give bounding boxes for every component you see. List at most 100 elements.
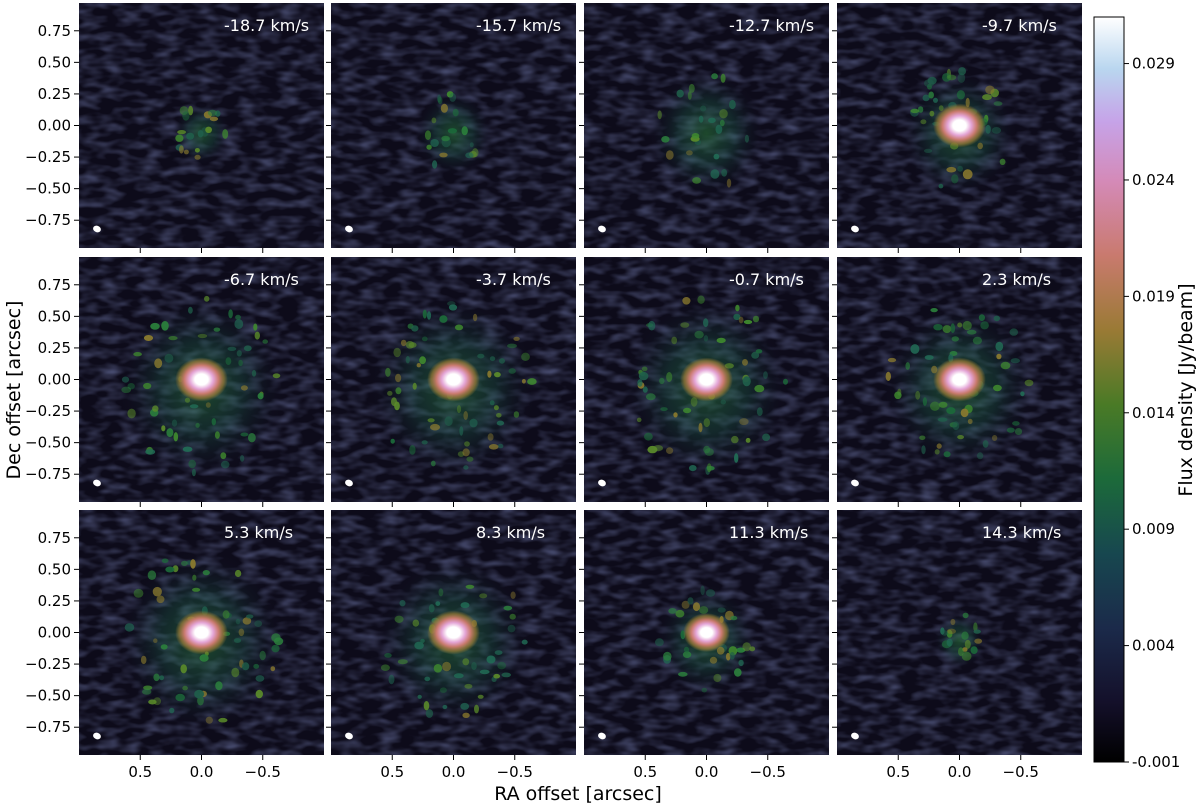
emission-clump: [982, 94, 992, 101]
beam-ellipse: [345, 732, 353, 740]
emission-clump: [127, 383, 135, 390]
emission-clump: [657, 110, 662, 120]
emission-clump: [194, 154, 201, 160]
emission-clump: [708, 117, 716, 124]
emission-clump: [462, 448, 470, 457]
y-tick-label: −0.25: [25, 402, 71, 420]
emission-clump: [421, 440, 428, 445]
emission-clump: [431, 117, 437, 124]
channel-panel: -18.7 km/s 0.75 0.50 0.25 0.00 −0.25 −0.50 −0.7…: [25, 3, 324, 253]
emission-clump: [173, 432, 179, 442]
y-tick-label: 0.25: [38, 85, 71, 103]
emission-clump: [950, 323, 956, 334]
emission-clump: [960, 408, 969, 418]
emission-clump: [239, 455, 245, 462]
emission-clump: [933, 324, 943, 331]
emission-clump: [426, 311, 432, 320]
emission-clump: [985, 124, 991, 134]
emission-clump: [205, 716, 213, 724]
emission-clump: [439, 315, 448, 323]
emission-clump: [448, 304, 458, 311]
emission-clump: [430, 423, 440, 431]
emission-clump: [234, 319, 244, 329]
emission-clump: [694, 330, 704, 339]
emission-clump: [952, 421, 960, 431]
emission-clump: [437, 96, 443, 105]
emission-clump: [160, 644, 168, 650]
emission-clump: [711, 73, 718, 80]
emission-clump: [752, 315, 760, 323]
beam-ellipse: [851, 225, 859, 233]
emission-clump: [739, 418, 749, 426]
emission-clump: [390, 438, 395, 444]
emission-clump: [938, 401, 948, 408]
emission-clump: [143, 335, 154, 341]
emission-clump: [253, 663, 260, 669]
colorbar-tick-label: 0.019: [1132, 287, 1175, 305]
emission-clump: [703, 445, 711, 454]
beam-ellipse: [93, 479, 101, 487]
emission-halo: [933, 612, 986, 669]
beam-ellipse: [851, 732, 859, 740]
beam-ellipse: [93, 225, 101, 233]
emission-clump: [440, 103, 448, 113]
emission-clump: [666, 447, 674, 454]
emission-clump: [459, 426, 464, 436]
emission-clump: [453, 673, 464, 679]
emission-clump: [698, 422, 703, 433]
emission-clump: [744, 134, 750, 143]
emission-clump: [121, 376, 130, 383]
velocity-label: -18.7 km/s: [224, 16, 309, 35]
emission-clump: [507, 624, 516, 633]
emission-clump: [272, 373, 281, 379]
emission-clump: [730, 615, 738, 621]
emission-clump: [938, 183, 944, 189]
channel-panel: 14.3 km/s 0.5 0.0 −0.5: [832, 510, 1082, 781]
emission-clump: [666, 372, 673, 382]
emission-clump: [644, 432, 653, 441]
emission-clump: [701, 687, 708, 693]
emission-clump: [405, 356, 410, 364]
emission-clump: [424, 130, 432, 140]
emission-clump: [395, 373, 402, 383]
emission-clump: [442, 704, 448, 710]
emission-clump: [254, 331, 260, 340]
emission-clump: [197, 333, 208, 339]
x-tick-label: −0.5: [1003, 763, 1039, 781]
emission-clump: [962, 169, 973, 180]
emission-clump: [692, 602, 701, 612]
emission-clump: [240, 385, 248, 391]
emission-clump: [171, 419, 178, 427]
emission-clump: [222, 610, 230, 619]
emission-clump: [1014, 428, 1023, 435]
emission-clump: [469, 142, 474, 148]
emission-clump: [1024, 379, 1034, 387]
emission-clump: [183, 149, 189, 155]
emission-clump: [194, 148, 200, 153]
y-tick-label: −0.50: [25, 180, 71, 198]
emission-clump: [387, 390, 393, 396]
emission-clump: [927, 76, 937, 85]
emission-clump: [513, 411, 520, 418]
emission-clump: [393, 347, 402, 358]
emission-clump: [220, 460, 230, 469]
emission-clump: [460, 702, 470, 710]
emission-clump: [689, 465, 697, 472]
emission-clump: [678, 671, 688, 677]
colorbar-label: Flux density [Jy/beam]: [1175, 283, 1197, 496]
emission-clump: [663, 651, 672, 661]
emission-clump: [683, 646, 690, 653]
emission-clump: [742, 642, 751, 652]
emission-clump: [439, 687, 447, 693]
emission-clump: [397, 659, 408, 665]
emission-clump: [428, 604, 435, 613]
emission-clump: [703, 335, 709, 342]
emission-clump: [199, 654, 209, 662]
emission-clump: [456, 405, 462, 414]
emission-clump: [936, 443, 942, 449]
emission-clump: [385, 367, 391, 377]
emission-clump: [733, 313, 741, 321]
emission-clump: [668, 608, 677, 614]
emission-clump: [241, 662, 250, 671]
emission-clump: [227, 346, 237, 351]
